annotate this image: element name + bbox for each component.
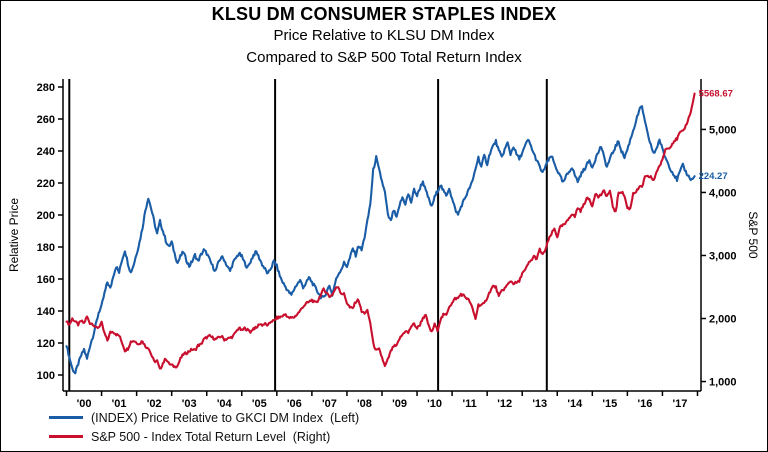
svg-text:'02: '02 [147,398,162,410]
svg-text:'05: '05 [252,398,267,410]
svg-text:3,000: 3,000 [709,250,737,262]
svg-text:'11: '11 [463,398,477,410]
svg-text:100: 100 [37,370,55,382]
svg-text:4,000: 4,000 [709,187,737,199]
svg-text:Relative Price: Relative Price [7,198,21,272]
legend-line-red-icon [49,435,83,438]
legend-item-sp500: S&P 500 - Index Total Return Level (Righ… [49,427,359,446]
legend-label-sp500: S&P 500 - Index Total Return Level (Righ… [91,429,331,444]
svg-text:5,000: 5,000 [709,124,737,136]
svg-text:260: 260 [37,114,55,126]
chart-subtitle-1: Price Relative to KLSU DM Index [273,27,495,44]
svg-text:2,000: 2,000 [709,314,737,326]
svg-text:'14: '14 [567,398,583,410]
svg-text:'16: '16 [637,398,652,410]
svg-text:200: 200 [37,210,55,222]
svg-text:220: 220 [37,178,55,190]
svg-text:'13: '13 [532,398,547,410]
svg-text:'09: '09 [392,398,407,410]
svg-text:180: 180 [37,242,55,254]
svg-text:240: 240 [37,146,55,158]
svg-text:'12: '12 [497,398,512,410]
svg-text:140: 140 [37,306,55,318]
svg-text:'04: '04 [217,398,233,410]
svg-text:S&P 500: S&P 500 [746,211,760,258]
svg-text:1,000: 1,000 [709,377,737,389]
legend-item-relative-price: (INDEX) Price Relative to GKCI DM Index … [49,408,359,427]
svg-text:'08: '08 [357,398,372,410]
svg-text:'03: '03 [182,398,197,410]
svg-text:160: 160 [37,274,55,286]
legend-label-relative-price: (INDEX) Price Relative to GKCI DM Index … [91,410,360,425]
svg-text:'01: '01 [112,398,127,410]
svg-text:280: 280 [37,82,55,94]
svg-text:'10: '10 [427,398,442,410]
svg-text:'06: '06 [287,398,302,410]
legend: (INDEX) Price Relative to GKCI DM Index … [49,408,359,446]
chart-subtitle-2: Compared to S&P 500 Total Return Index [246,49,522,66]
legend-line-blue-icon [49,416,83,419]
svg-text:'07: '07 [322,398,337,410]
svg-text:'00: '00 [77,398,92,410]
svg-text:5568.67: 5568.67 [699,89,733,100]
svg-text:224.27: 224.27 [699,171,728,182]
svg-text:'17: '17 [673,398,688,410]
svg-text:'15: '15 [602,398,617,410]
svg-text:120: 120 [37,338,55,350]
chart-title: KLSU DM CONSUMER STAPLES INDEX [211,4,557,24]
